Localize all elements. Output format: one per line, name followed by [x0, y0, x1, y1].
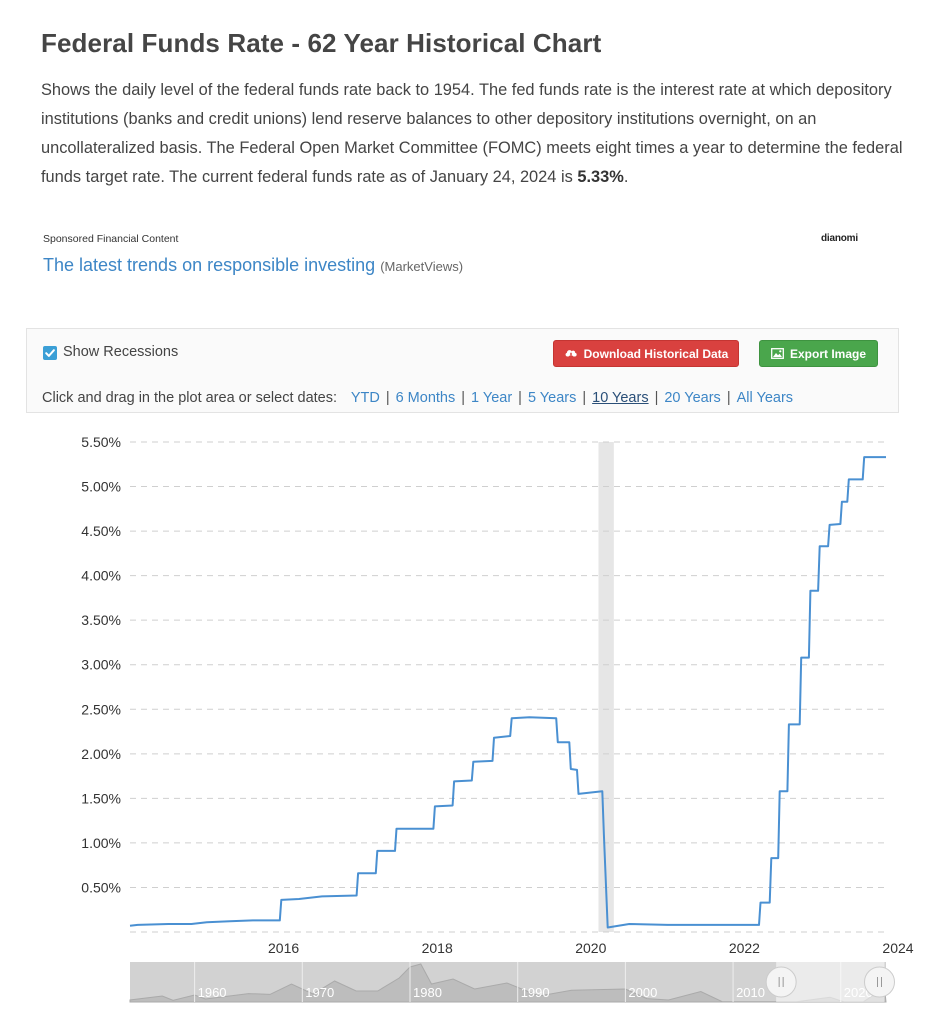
page-title: Federal Funds Rate - 62 Year Historical … [41, 28, 602, 58]
recession-band [598, 442, 614, 932]
navigator-tick-label: 1990 [521, 985, 550, 1000]
x-tick-label: 2022 [729, 940, 760, 956]
download-button-label: Download Historical Data [583, 346, 729, 361]
sponsored-headline[interactable]: The latest trends on responsible investi… [43, 255, 376, 275]
y-tick-label: 5.00% [81, 479, 121, 495]
description-text: Shows the daily level of the federal fun… [41, 81, 903, 186]
range-20-years[interactable]: 20 Years [664, 390, 721, 406]
current-rate: 5.33% [577, 168, 624, 186]
export-image-button[interactable]: Export Image [759, 340, 878, 367]
sponsor-brand-logo[interactable]: dianomi [821, 233, 858, 244]
chart-controls-panel: Show Recessions Download Historical Data… [26, 328, 899, 413]
navigator-tick-label: 1980 [413, 985, 442, 1000]
sponsored-label: Sponsored Financial Content [43, 233, 179, 245]
y-tick-label: 2.00% [81, 746, 121, 762]
export-button-label: Export Image [789, 346, 867, 361]
y-tick-label: 4.50% [81, 523, 121, 539]
navigator-tick-label: 2010 [736, 985, 765, 1000]
cloud-download-icon [565, 350, 577, 360]
range-10-years[interactable]: 10 Years [592, 390, 649, 406]
range-6-months[interactable]: 6 Months [395, 390, 456, 406]
range-1-year[interactable]: 1 Year [471, 390, 513, 406]
y-tick-label: 1.00% [81, 835, 121, 851]
y-tick-label: 1.50% [81, 790, 121, 806]
navigator-handle-left[interactable] [765, 966, 797, 998]
y-tick-label: 3.00% [81, 657, 121, 673]
navigator-tick-label: 1970 [305, 985, 334, 1000]
x-tick-label: 2018 [422, 940, 453, 956]
show-recessions-label[interactable]: Show Recessions [63, 344, 179, 360]
navigator-tick-label: 1960 [198, 985, 227, 1000]
x-tick-label: 2020 [575, 940, 606, 956]
range-all-years[interactable]: All Years [736, 390, 794, 406]
range-5-years[interactable]: 5 Years [527, 390, 577, 406]
x-tick-label: 2024 [882, 940, 913, 956]
navigator-tick-label: 2000 [628, 985, 657, 1000]
sponsored-article-link[interactable]: The latest trends on responsible investi… [43, 255, 463, 276]
navigator-handle-right[interactable] [863, 966, 895, 998]
y-tick-label: 0.50% [81, 879, 121, 895]
y-tick-label: 2.50% [81, 701, 121, 717]
y-tick-label: 3.50% [81, 612, 121, 628]
range-ytd[interactable]: YTD [350, 390, 380, 406]
description-end: . [623, 168, 629, 186]
x-tick-label: 2016 [268, 940, 299, 956]
sponsored-source: (MarketViews) [380, 259, 464, 274]
show-recessions-checkbox[interactable] [43, 346, 57, 360]
image-icon [771, 348, 784, 359]
date-range-selector: Click and drag in the plot area or selec… [42, 390, 794, 406]
fed-funds-rate-chart[interactable]: 0.50% 1.00% 1.50% 2.00% 2.50% 3.00% 3.50% 4.00%… [0, 425, 940, 1024]
series-line[interactable] [129, 456, 886, 929]
y-tick-label: 5.50% [81, 434, 121, 450]
download-historical-data-button[interactable]: Download Historical Data [553, 340, 739, 367]
range-prompt: Click and drag in the plot area or selec… [42, 390, 337, 406]
page-description: Shows the daily level of the federal fun… [41, 76, 913, 192]
y-tick-label: 4.00% [81, 568, 121, 584]
checkmark-icon [45, 349, 55, 357]
